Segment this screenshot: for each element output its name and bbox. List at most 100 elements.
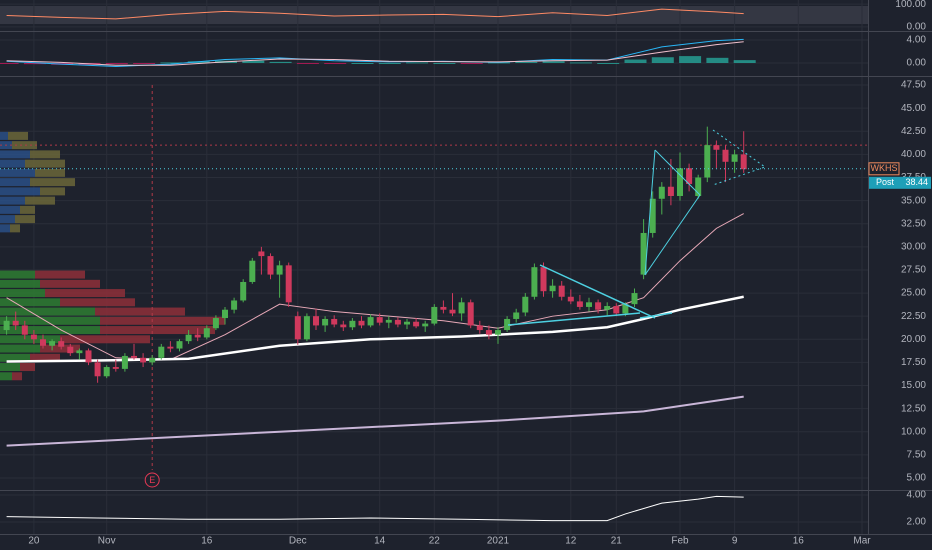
trendline xyxy=(654,149,701,196)
candle-body xyxy=(440,306,447,310)
profile-up xyxy=(0,187,40,196)
candle-body xyxy=(540,267,547,292)
candle-body xyxy=(112,367,119,369)
candle-body xyxy=(522,296,529,313)
profile-up xyxy=(0,279,40,288)
y-tick-label: 100.00 xyxy=(895,0,926,10)
histogram-bar xyxy=(0,63,19,65)
x-tick-label: 12 xyxy=(565,536,577,547)
candle-body xyxy=(203,328,210,338)
trendline xyxy=(644,194,701,276)
volume-profile xyxy=(0,131,225,381)
profile-up xyxy=(0,363,20,372)
y-tick-label: 4.00 xyxy=(907,35,927,46)
y-tick-label: 40.00 xyxy=(901,149,926,160)
candle-body xyxy=(231,300,238,310)
profile-up xyxy=(0,270,35,279)
candle-body xyxy=(640,232,647,275)
profile-up xyxy=(0,159,25,168)
trendline xyxy=(507,312,641,326)
candle-body xyxy=(194,334,201,338)
candle-body xyxy=(58,341,65,347)
candle-body xyxy=(49,341,56,346)
profile-down xyxy=(12,141,37,150)
histogram-bar xyxy=(515,61,538,64)
candle-body xyxy=(604,306,611,310)
x-tick-label: 22 xyxy=(429,536,441,547)
profile-down xyxy=(40,279,100,288)
candle-body xyxy=(222,309,228,319)
candle-body xyxy=(30,334,37,340)
profile-up xyxy=(0,353,30,362)
candle-body xyxy=(367,317,374,326)
candle-body xyxy=(549,285,556,292)
y-tick-label: 0.00 xyxy=(907,58,927,69)
x-tick-label: Dec xyxy=(289,536,307,547)
candle-body xyxy=(449,309,456,314)
candle-body xyxy=(67,346,74,354)
profile-down xyxy=(20,205,35,214)
candle-body xyxy=(531,267,538,297)
profile-up xyxy=(0,168,35,177)
candle-body xyxy=(631,293,638,305)
profile-down xyxy=(12,372,22,381)
profile-down xyxy=(25,196,55,205)
profile-up xyxy=(0,215,15,224)
trendline xyxy=(539,264,656,319)
candle-body xyxy=(140,357,147,363)
profile-down xyxy=(100,316,225,325)
y-tick-label: 30.00 xyxy=(901,241,926,252)
candle-body xyxy=(267,256,274,275)
histogram-bar xyxy=(597,63,620,65)
candle-body xyxy=(340,324,347,328)
profile-up xyxy=(0,298,60,307)
profile-up xyxy=(0,344,40,353)
histogram-bar xyxy=(706,57,729,64)
y-tick-label: 15.00 xyxy=(901,380,926,391)
candle-body xyxy=(149,357,156,363)
histogram-bar xyxy=(269,61,292,64)
profile-up xyxy=(0,335,60,344)
trendline xyxy=(644,149,656,276)
profile-down xyxy=(25,159,65,168)
panel-separators xyxy=(0,0,932,535)
candle-body xyxy=(103,367,110,377)
candle-body xyxy=(422,323,429,327)
profile-down xyxy=(30,353,60,362)
histogram-bar xyxy=(378,63,401,65)
profile-down xyxy=(20,363,35,372)
profile-down xyxy=(15,215,35,224)
candle-body xyxy=(294,316,301,340)
profile-down xyxy=(10,224,20,233)
candle-body xyxy=(276,265,283,275)
candle-body xyxy=(558,285,565,297)
y-tick-label: 32.50 xyxy=(901,218,926,229)
profile-up xyxy=(0,289,45,298)
candle-body xyxy=(658,186,665,199)
profile-down xyxy=(8,131,28,140)
histogram-bar xyxy=(433,63,456,65)
x-tick-label: 16 xyxy=(793,536,805,547)
x-tick-label: Feb xyxy=(671,536,689,547)
histogram-bar xyxy=(324,63,347,65)
symbol-box xyxy=(868,162,900,176)
candle-body xyxy=(649,198,656,233)
profile-up xyxy=(0,307,95,316)
y-tick-label: 22.50 xyxy=(901,311,926,322)
indicator-line xyxy=(6,8,744,20)
candle-body xyxy=(303,316,310,340)
x-tick-label: 2021 xyxy=(487,536,510,547)
histogram-bar xyxy=(296,63,319,65)
profile-up xyxy=(0,196,25,205)
earnings-label: E xyxy=(149,475,155,485)
histogram-bar xyxy=(624,59,647,64)
y-tick-label: 47.50 xyxy=(901,80,926,91)
indicator-line xyxy=(6,495,744,522)
candle-body xyxy=(504,318,511,331)
histogram-bar xyxy=(679,56,702,64)
candle-body xyxy=(458,302,465,314)
y-tick-label: 0.00 xyxy=(907,22,927,33)
candle-body xyxy=(722,149,729,162)
